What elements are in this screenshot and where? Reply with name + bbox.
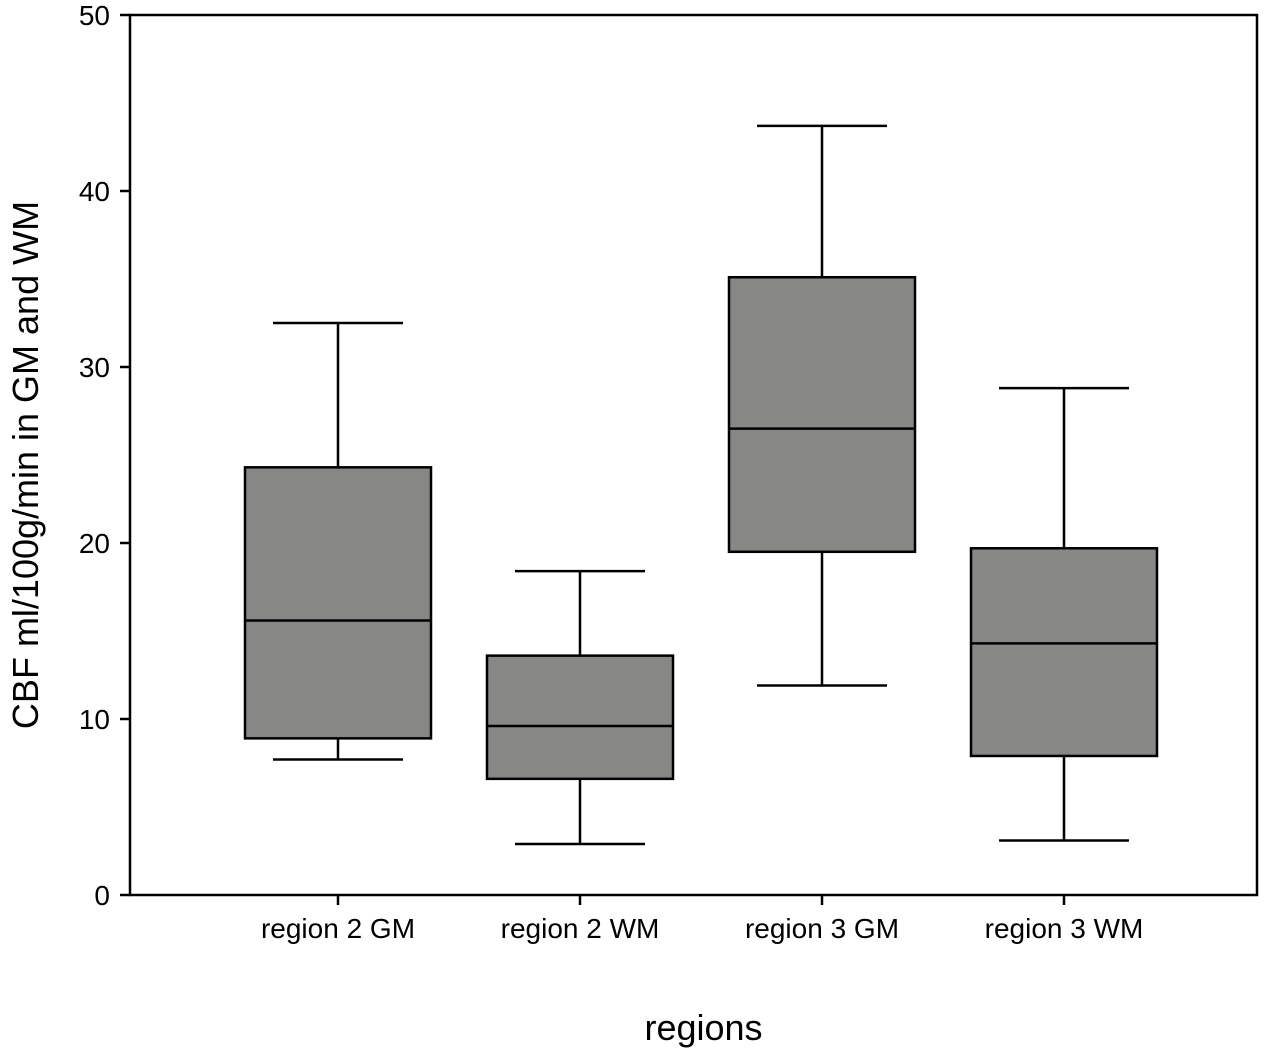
plot-frame xyxy=(128,13,1259,897)
iqr-box xyxy=(243,466,433,740)
y-tick-label: 10 xyxy=(79,704,110,735)
plot-area xyxy=(128,13,1259,897)
box-1 xyxy=(243,321,433,761)
y-axis-title: CBF ml/100g/min in GM and WM xyxy=(5,201,46,729)
y-axis: 0 10 20 30 40 50 xyxy=(79,0,130,911)
box-4 xyxy=(969,386,1159,842)
y-tick-label: 30 xyxy=(79,352,110,383)
x-axis: region 2 GM region 2 WM region 3 GM region … xyxy=(261,895,1143,944)
x-tick-label: region 3 WM xyxy=(985,913,1144,944)
x-tick-label: region 2 GM xyxy=(261,913,415,944)
x-axis-title: regions xyxy=(644,1007,762,1048)
box-3 xyxy=(727,124,917,687)
x-tick-label: region 2 WM xyxy=(501,913,660,944)
x-tick-label: region 3 GM xyxy=(745,913,899,944)
y-tick-label: 0 xyxy=(94,880,110,911)
y-tick-label: 40 xyxy=(79,176,110,207)
y-tick-label: 20 xyxy=(79,528,110,559)
iqr-box xyxy=(969,547,1159,758)
iqr-box xyxy=(485,654,675,781)
y-tick-label: 50 xyxy=(79,0,110,31)
iqr-box xyxy=(727,275,917,554)
box-series xyxy=(243,124,1159,846)
box-2 xyxy=(485,569,675,846)
